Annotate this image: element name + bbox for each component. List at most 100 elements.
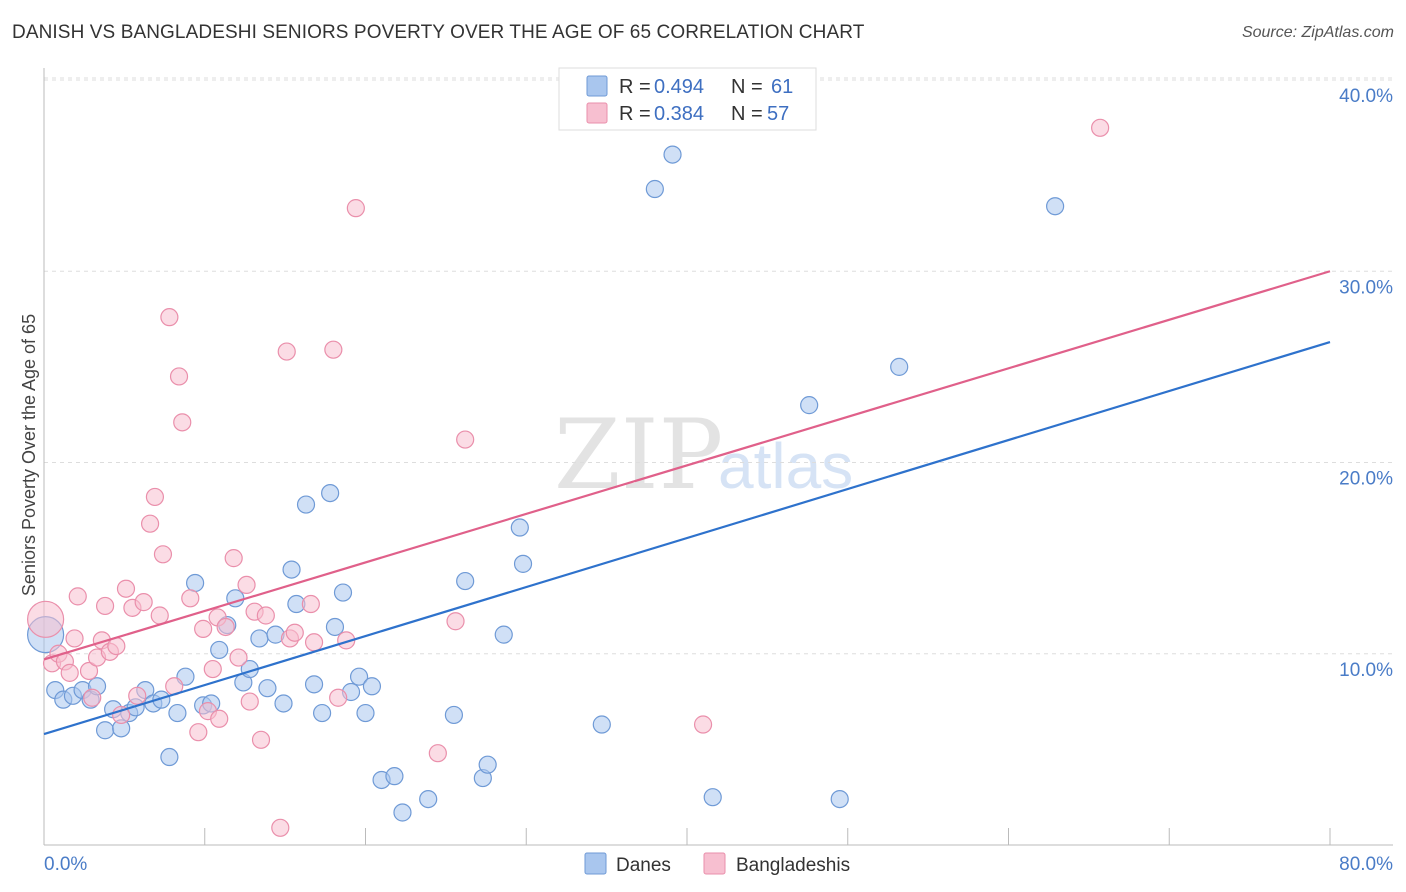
- bangladeshis-point: [251, 730, 271, 749]
- danes-point: [494, 625, 513, 644]
- legend-n-value-danes: 61: [771, 76, 793, 98]
- danes-trend-line: [43, 340, 1331, 736]
- bangladeshis-point: [27, 600, 65, 638]
- danes-point: [800, 396, 819, 415]
- danes-point: [645, 179, 664, 199]
- bangladeshis-trend-line: [43, 270, 1331, 661]
- danes-point: [274, 694, 293, 713]
- watermark-zip: ZIP: [554, 399, 723, 511]
- bangladeshis-point: [79, 661, 99, 681]
- bottom-legend-label-bangladeshis: Bangladeshis: [736, 855, 850, 876]
- danes-point: [333, 583, 353, 602]
- legend-n-label-danes: N =: [731, 76, 763, 98]
- danes-point: [356, 703, 375, 723]
- danes-point: [478, 755, 497, 774]
- bangladeshis-point: [285, 623, 304, 642]
- legend-swatch-bangladeshis: [586, 102, 608, 124]
- legend-r-label-danes: R =: [619, 76, 651, 98]
- danes-point: [663, 145, 682, 164]
- legend-n-label-bangladeshis: N =: [731, 103, 763, 125]
- bangladeshis-point: [145, 487, 165, 507]
- bangladeshis-point: [237, 575, 256, 595]
- bangladeshis-point: [140, 514, 160, 533]
- watermark-atlas: atlas: [718, 430, 853, 502]
- danes-point: [258, 679, 277, 698]
- bangladeshis-point: [68, 587, 87, 606]
- bangladeshis-point: [150, 606, 169, 625]
- bangladeshis-point: [456, 430, 475, 449]
- danes-point: [1046, 197, 1065, 216]
- bangladeshis-point: [173, 413, 192, 432]
- bangladeshis-point: [428, 744, 447, 763]
- danes-point: [362, 677, 382, 696]
- bangladeshis-point: [203, 659, 222, 679]
- y-axis-title: Seniors Poverty Over the Age of 65: [19, 314, 39, 596]
- bangladeshis-point: [693, 715, 713, 734]
- bangladeshis-point: [189, 723, 208, 742]
- legend-r-value-danes: 0.494: [654, 76, 704, 98]
- x-tick-label-min: 0.0%: [44, 854, 87, 875]
- bangladeshis-point: [153, 545, 173, 564]
- bangladeshis-point: [210, 709, 229, 728]
- bottom-legend-label-danes: Danes: [616, 855, 671, 876]
- danes-point: [152, 690, 171, 709]
- y-tick-labels: 10.0% 20.0% 30.0% 40.0%: [1339, 86, 1393, 681]
- bangladeshis-point: [301, 594, 320, 614]
- bangladeshis-point: [224, 549, 243, 568]
- danes-point: [349, 667, 369, 686]
- bangladeshis-point: [169, 367, 189, 386]
- legend-r-value-bangladeshis: 0.384: [654, 103, 704, 125]
- danes-point: [444, 705, 464, 725]
- chart-title: DANISH VS BANGLADESHI SENIORS POVERTY OV…: [12, 22, 865, 43]
- danes-point: [321, 484, 340, 503]
- x-tick-label-max: 80.0%: [1339, 854, 1393, 875]
- source-label: Source: ZipAtlas.com: [1241, 24, 1394, 41]
- bottom-legend-swatch-danes: [584, 852, 607, 875]
- y-tick-label-40: 40.0%: [1339, 86, 1393, 107]
- danes-point: [282, 560, 301, 579]
- gridlines: [44, 77, 1393, 655]
- bangladeshis-point: [446, 612, 465, 631]
- bangladeshis-point: [304, 633, 324, 652]
- y-tick-label-10: 10.0%: [1339, 660, 1393, 681]
- bangladeshis-point: [160, 308, 179, 327]
- danes-point: [513, 554, 533, 573]
- bangladeshis-point: [83, 688, 102, 707]
- danes-point: [393, 803, 412, 822]
- bangladeshis-point: [116, 579, 136, 598]
- y-tick-label-20: 20.0%: [1339, 469, 1393, 490]
- danes-point: [296, 495, 316, 514]
- legend-swatch-danes: [586, 75, 608, 97]
- x-tick-marks: [204, 828, 1331, 845]
- danes-point: [210, 640, 229, 660]
- bangladeshis-point: [256, 606, 275, 625]
- bangladeshis-point: [271, 818, 290, 837]
- danes-point: [160, 747, 179, 767]
- bangladeshis-point: [134, 593, 153, 612]
- danes-point: [385, 767, 404, 786]
- bangladeshis-point: [216, 617, 235, 637]
- danes-point: [592, 715, 611, 734]
- danes-point: [250, 629, 269, 648]
- danes-point: [830, 789, 849, 809]
- danes-point: [456, 571, 475, 591]
- bangladeshis-point: [95, 596, 115, 616]
- danes-point: [312, 703, 332, 723]
- bangladeshis-point: [240, 692, 259, 711]
- danes-points: [27, 145, 1065, 822]
- bangladeshis-point: [1091, 118, 1110, 137]
- danes-point: [95, 721, 115, 740]
- danes-point: [510, 518, 529, 537]
- danes-point: [186, 573, 205, 593]
- bangladeshis-point: [346, 199, 365, 218]
- bottom-legend-swatch-bangladeshis: [703, 852, 726, 875]
- danes-point: [703, 788, 722, 807]
- danes-point: [890, 357, 909, 376]
- bangladeshis-point: [194, 619, 213, 638]
- bottom-legend: Danes Bangladeshis: [584, 852, 850, 876]
- danes-point: [325, 617, 345, 637]
- legend-n-value-bangladeshis: 57: [767, 103, 789, 125]
- bangladeshis-point: [329, 688, 348, 707]
- y-tick-label-30: 30.0%: [1339, 277, 1393, 298]
